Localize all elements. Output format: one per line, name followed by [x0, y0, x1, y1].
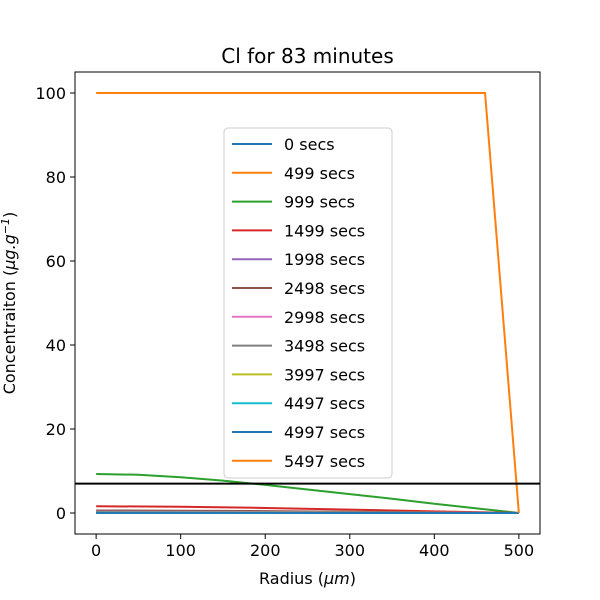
legend-label-2: 999 secs	[284, 193, 355, 212]
y-tick-label: 100	[35, 84, 66, 103]
legend-label-0: 0 secs	[284, 135, 335, 154]
y-axis-label: Concentraiton (μg.g−1)	[0, 212, 19, 395]
legend-label-4: 1998 secs	[284, 250, 365, 269]
x-tick-label: 400	[419, 541, 450, 560]
legend-label-5: 2498 secs	[284, 279, 365, 298]
x-tick-label: 500	[504, 541, 535, 560]
y-tick-label: 20	[46, 420, 66, 439]
legend-label-10: 4997 secs	[284, 423, 365, 442]
legend-label-11: 5497 secs	[284, 452, 365, 471]
legend-label-3: 1499 secs	[284, 221, 365, 240]
y-tick-label: 0	[56, 504, 66, 523]
legend-label-7: 3498 secs	[284, 337, 365, 356]
legend-label-6: 2998 secs	[284, 308, 365, 327]
legend: 0 secs 499 secs 999 secs 1499 secs 1998 secs…	[223, 127, 393, 479]
legend-label-8: 3997 secs	[284, 365, 365, 384]
chart-title: Cl for 83 minutes	[221, 44, 394, 68]
x-tick-label: 300	[334, 541, 365, 560]
plot-area: 0 100 200 300 400 500 0 20 40 60 80 100	[35, 71, 541, 560]
plot-frame	[74, 71, 541, 535]
x-tick-label: 0	[91, 541, 101, 560]
series-line-11	[96, 92, 520, 514]
y-tick-label: 60	[46, 252, 66, 271]
x-axis-label: Radius (μm)	[259, 569, 356, 588]
legend-label-1: 499 secs	[284, 164, 355, 183]
x-tick-label: 200	[250, 541, 281, 560]
y-tick-label: 80	[46, 168, 66, 187]
y-tick-label: 40	[46, 336, 66, 355]
series-line-2	[96, 472, 519, 514]
x-tick-label: 100	[165, 541, 196, 560]
legend-box	[223, 127, 393, 479]
legend-label-9: 4497 secs	[284, 394, 365, 413]
